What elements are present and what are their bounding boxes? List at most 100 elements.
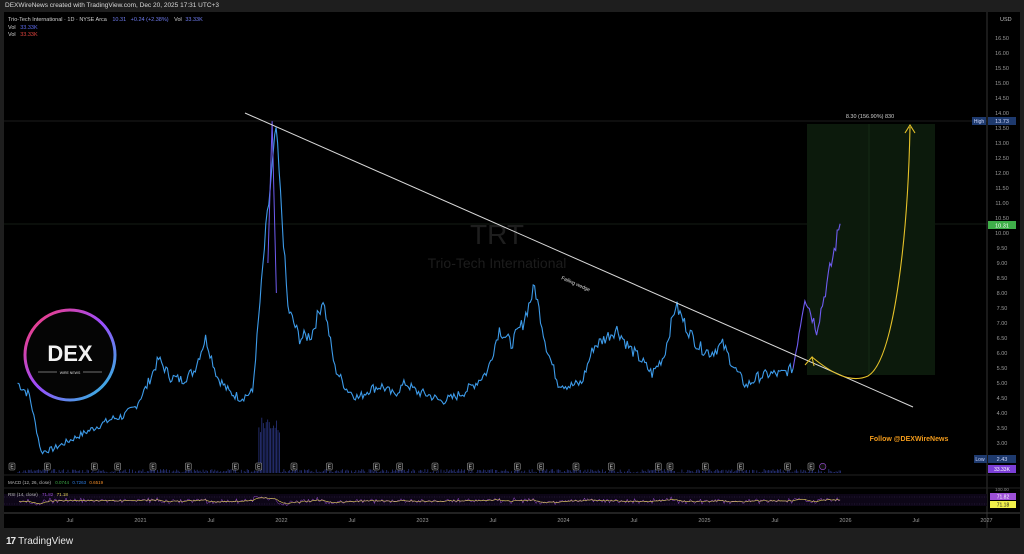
- macd-value-3: 0.6519: [89, 480, 103, 485]
- volume-bar: [809, 470, 811, 473]
- volume-bar: [524, 470, 526, 473]
- price-tick-label: 6.00: [997, 351, 1008, 357]
- falling-wedge-trendline[interactable]: [244, 112, 914, 408]
- volume-bar: [515, 469, 517, 473]
- volume-bar: [309, 471, 311, 473]
- volume-bar: [464, 469, 465, 473]
- volume-bar: [177, 470, 179, 473]
- earnings-marker[interactable]: E: [396, 462, 403, 471]
- earnings-marker[interactable]: E: [807, 462, 815, 471]
- earnings-marker[interactable]: E: [537, 462, 544, 471]
- price-tick-label: 9.00: [997, 261, 1008, 267]
- price-tick-label: 12.00: [995, 171, 1009, 177]
- earnings-marker[interactable]: E: [666, 462, 674, 471]
- earnings-marker[interactable]: E: [372, 462, 380, 471]
- dividend-marker-icon[interactable]: [819, 462, 827, 470]
- earnings-marker[interactable]: E: [149, 462, 157, 471]
- svg-text:E: E: [116, 465, 120, 471]
- price-axis[interactable]: 16.50 16.00 15.50 15.00 14.50 14.00 13.50 13.00…: [995, 36, 1009, 447]
- price-chart[interactable]: TRT Trio-Tech International 8.30 (156.90…: [0, 0, 1024, 528]
- volume-bar: [663, 469, 665, 473]
- earnings-marker[interactable]: E: [43, 462, 51, 471]
- volume-bar: [315, 469, 317, 473]
- earnings-marker[interactable]: E: [431, 462, 439, 471]
- volume-bar: [578, 469, 580, 473]
- earnings-marker[interactable]: E: [231, 462, 239, 471]
- volume-bar: [67, 469, 69, 473]
- price-tick-label: 3.50: [997, 426, 1008, 432]
- dex-logo: DEX WIRE NEWS: [23, 308, 117, 402]
- earnings-marker[interactable]: E: [784, 462, 791, 471]
- volume-bar: [245, 471, 247, 473]
- time-tick-label: Jul: [66, 518, 73, 524]
- volume-bar: [608, 472, 609, 473]
- volume-bar: [446, 469, 448, 473]
- volume-bar: [810, 471, 812, 473]
- earnings-marker[interactable]: E: [8, 462, 16, 471]
- projection-curve[interactable]: [811, 126, 911, 380]
- volume-bar: [599, 471, 601, 473]
- volume-bar: [760, 472, 762, 473]
- low-value: 2.43: [997, 457, 1008, 463]
- volume-bar: [806, 472, 808, 473]
- volume-bar: [531, 469, 533, 473]
- volume-bar: [192, 472, 194, 473]
- volume-bar: [693, 472, 694, 473]
- legend-vol-label: Vol: [174, 17, 182, 23]
- volume-bar: [637, 471, 639, 473]
- volume-bar: [423, 472, 424, 473]
- volume-bar: [508, 471, 509, 473]
- earnings-marker[interactable]: E: [513, 462, 521, 471]
- volume-bar: [450, 469, 452, 473]
- tradingview-logo[interactable]: 17 TradingView: [6, 536, 73, 547]
- volume-bar: [562, 472, 564, 473]
- volume-bar: [41, 471, 42, 473]
- volume-bar: [182, 472, 183, 473]
- currency-label[interactable]: USD: [1000, 17, 1012, 23]
- earnings-marker[interactable]: E: [572, 462, 580, 471]
- volume-bar: [217, 470, 219, 473]
- earnings-marker[interactable]: E: [114, 462, 121, 471]
- volume-bar: [581, 472, 583, 473]
- volume-bar: [644, 470, 646, 473]
- volume-bar: [602, 469, 603, 473]
- time-tick-label: Jul: [630, 518, 637, 524]
- volume-bar: [160, 469, 161, 473]
- volume-bar: [633, 472, 634, 473]
- volume-bar: [45, 470, 47, 473]
- earnings-marker[interactable]: E: [184, 462, 192, 471]
- time-axis[interactable]: Jul 2021 Jul 2022 Jul 2023 Jul 2024 Jul 2025 Jul 20…: [66, 518, 992, 524]
- volume-bar: [173, 470, 175, 473]
- earnings-marker[interactable]: E: [325, 462, 333, 471]
- earnings-marker[interactable]: E: [255, 462, 262, 471]
- volume-bar: [468, 469, 470, 473]
- svg-text:E: E: [187, 465, 191, 471]
- earnings-marker[interactable]: E: [90, 462, 98, 471]
- earnings-marker[interactable]: E: [654, 462, 662, 471]
- volume-bar: [91, 472, 92, 473]
- earnings-marker[interactable]: E: [290, 462, 298, 471]
- volume-bar: [186, 470, 188, 473]
- volume-bar: [816, 472, 818, 473]
- volume-bar: [152, 469, 154, 473]
- volume-bar: [431, 472, 433, 473]
- volume-bar: [837, 471, 838, 473]
- volume-bar: [195, 471, 197, 473]
- follow-text[interactable]: Follow @DEXWireNews: [870, 436, 949, 443]
- earnings-marker[interactable]: E: [701, 462, 709, 471]
- volume-bar: [461, 469, 462, 473]
- volume-bar: [730, 470, 731, 473]
- measure-box[interactable]: [807, 124, 935, 375]
- high-value-badge: [988, 117, 1016, 125]
- volume-bar: [329, 471, 330, 473]
- volume-bar: [86, 469, 88, 473]
- volume-bar: [23, 470, 25, 473]
- rsi-lines: [18, 496, 841, 506]
- volume-bar: [530, 472, 531, 473]
- earnings-marker[interactable]: E: [607, 462, 615, 471]
- volume-bar: [79, 470, 81, 473]
- earnings-marker[interactable]: E: [737, 462, 744, 471]
- volume-bar: [662, 471, 664, 473]
- earnings-marker[interactable]: E: [466, 462, 474, 471]
